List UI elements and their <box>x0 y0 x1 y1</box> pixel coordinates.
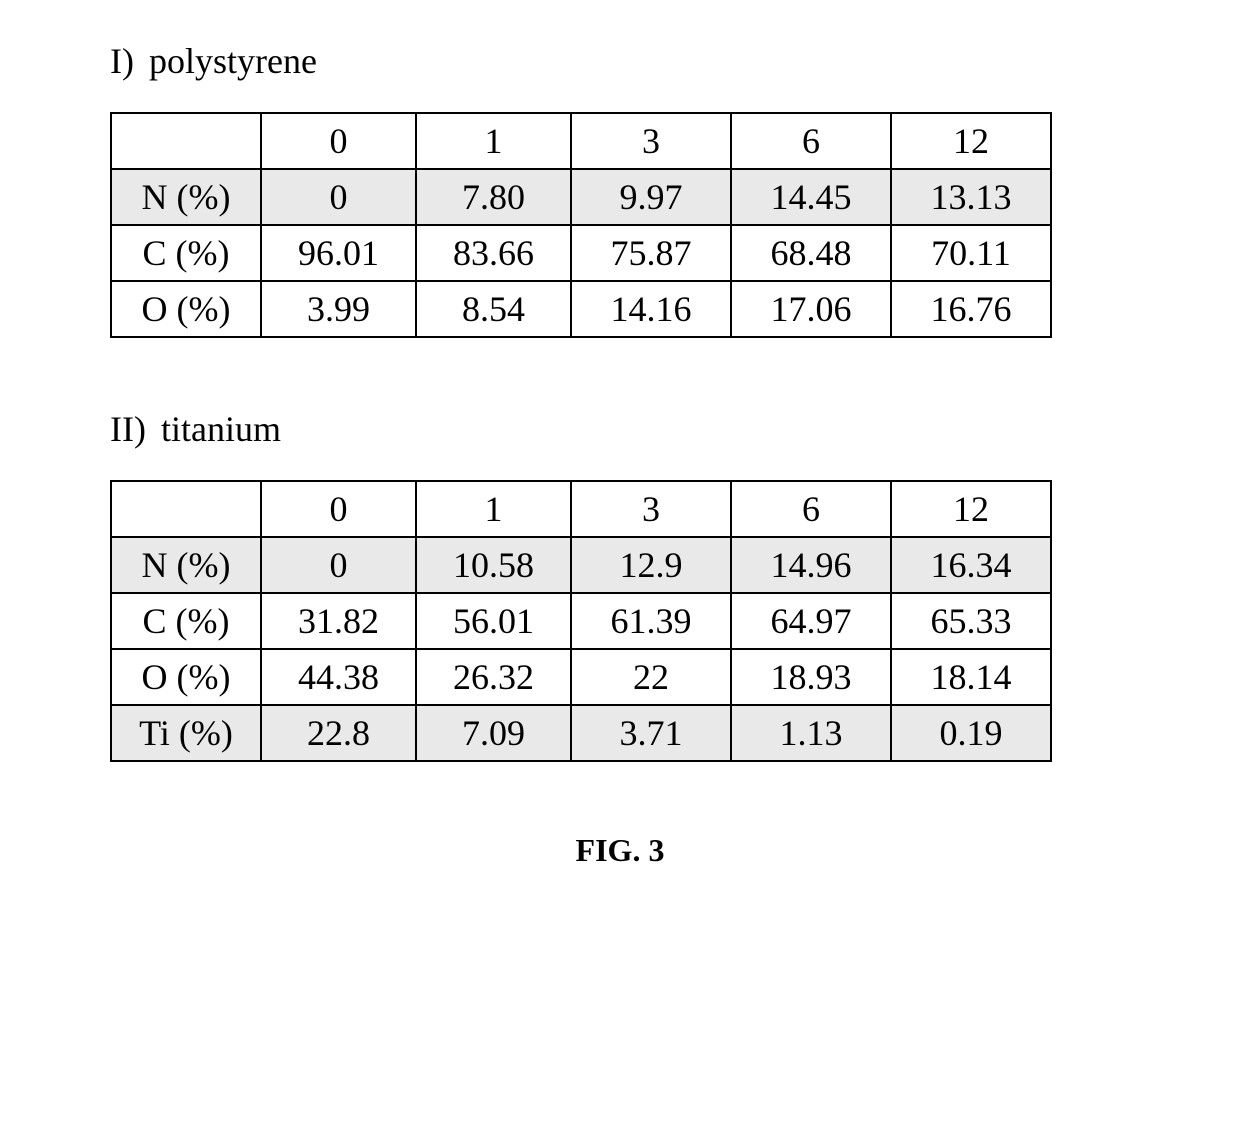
table-row: N (%)07.809.9714.4513.13 <box>111 169 1051 225</box>
table-header-cell: 3 <box>571 481 731 537</box>
table-cell: 26.32 <box>416 649 571 705</box>
table-cell: 9.97 <box>571 169 731 225</box>
table-cell: 68.48 <box>731 225 891 281</box>
table-cell: 16.76 <box>891 281 1051 337</box>
table-cell: 14.45 <box>731 169 891 225</box>
table-cell: 70.11 <box>891 225 1051 281</box>
table-cell: 22 <box>571 649 731 705</box>
section-1-roman: I) <box>110 40 134 82</box>
table-polystyrene: 013612N (%)07.809.9714.4513.13C (%)96.01… <box>110 112 1052 338</box>
table-cell: 12.9 <box>571 537 731 593</box>
table-header-cell: 1 <box>416 481 571 537</box>
table-cell: 75.87 <box>571 225 731 281</box>
table-header-cell <box>111 481 261 537</box>
table-cell: 10.58 <box>416 537 571 593</box>
table-header-cell: 3 <box>571 113 731 169</box>
table-cell: 13.13 <box>891 169 1051 225</box>
table-cell: 3.71 <box>571 705 731 761</box>
table-row: O (%)3.998.5414.1617.0616.76 <box>111 281 1051 337</box>
section-1-title: polystyrene <box>149 41 317 81</box>
table-cell: 1.13 <box>731 705 891 761</box>
table-cell: 31.82 <box>261 593 416 649</box>
table-cell: 61.39 <box>571 593 731 649</box>
table-cell: 0 <box>261 169 416 225</box>
table-cell: 14.96 <box>731 537 891 593</box>
table-cell: N (%) <box>111 537 261 593</box>
figure-caption: FIG. 3 <box>110 832 1130 869</box>
table-cell: 56.01 <box>416 593 571 649</box>
table-row: O (%)44.3826.322218.9318.14 <box>111 649 1051 705</box>
table-row: Ti (%)22.87.093.711.130.19 <box>111 705 1051 761</box>
table-header-cell: 12 <box>891 481 1051 537</box>
section-2-roman: II) <box>110 408 146 450</box>
table-row: C (%)96.0183.6675.8768.4870.11 <box>111 225 1051 281</box>
table-cell: O (%) <box>111 649 261 705</box>
table-header-cell: 1 <box>416 113 571 169</box>
table-cell: 18.93 <box>731 649 891 705</box>
table-cell: 14.16 <box>571 281 731 337</box>
table-header-cell: 0 <box>261 481 416 537</box>
section-1-label: I) polystyrene <box>110 40 1130 82</box>
table-cell: 83.66 <box>416 225 571 281</box>
table-cell: 7.09 <box>416 705 571 761</box>
table-cell: C (%) <box>111 225 261 281</box>
table-titanium: 013612N (%)010.5812.914.9616.34C (%)31.8… <box>110 480 1052 762</box>
table-row: N (%)010.5812.914.9616.34 <box>111 537 1051 593</box>
table-cell: 64.97 <box>731 593 891 649</box>
table-header-cell: 6 <box>731 113 891 169</box>
table-cell: Ti (%) <box>111 705 261 761</box>
table-cell: O (%) <box>111 281 261 337</box>
section-2-title: titanium <box>161 409 281 449</box>
table-cell: 17.06 <box>731 281 891 337</box>
table-header-cell: 12 <box>891 113 1051 169</box>
table-cell: 7.80 <box>416 169 571 225</box>
table-cell: 18.14 <box>891 649 1051 705</box>
table-cell: C (%) <box>111 593 261 649</box>
table-cell: 44.38 <box>261 649 416 705</box>
section-2-label: II) titanium <box>110 408 1130 450</box>
table-row: C (%)31.8256.0161.3964.9765.33 <box>111 593 1051 649</box>
table-cell: 0 <box>261 537 416 593</box>
table-cell: 96.01 <box>261 225 416 281</box>
table-cell: N (%) <box>111 169 261 225</box>
table-header-cell <box>111 113 261 169</box>
table-cell: 22.8 <box>261 705 416 761</box>
table-cell: 0.19 <box>891 705 1051 761</box>
table-cell: 65.33 <box>891 593 1051 649</box>
table-header-cell: 0 <box>261 113 416 169</box>
table-cell: 8.54 <box>416 281 571 337</box>
table-cell: 16.34 <box>891 537 1051 593</box>
table-header-cell: 6 <box>731 481 891 537</box>
table-cell: 3.99 <box>261 281 416 337</box>
